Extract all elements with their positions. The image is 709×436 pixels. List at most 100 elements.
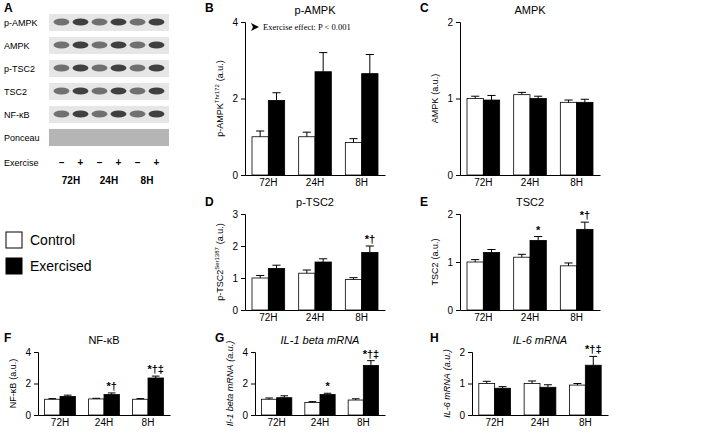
error-cap [534, 236, 542, 237]
y-tick-mark [456, 22, 460, 23]
y-axis: 024 [232, 17, 245, 181]
x-tick-label: 24H [531, 417, 549, 428]
error-cap [272, 92, 280, 93]
blot-band [149, 111, 165, 118]
blot-band [73, 19, 89, 26]
x-tick-label: 24H [311, 417, 329, 428]
x-tick-label: 8H [579, 417, 592, 428]
y-tick-label: 4 [232, 17, 238, 28]
x-tick-label: 72H [259, 312, 277, 323]
significance-label: *† [106, 380, 116, 392]
error-stem [369, 55, 370, 74]
blot-exercise-label: Exercise [4, 158, 39, 168]
panel-letter: E [420, 195, 428, 209]
bar [514, 257, 530, 310]
error-cap [471, 259, 479, 260]
y-tick: 4 [25, 347, 38, 358]
bar [315, 262, 331, 310]
error-cap [518, 92, 526, 93]
x-tick: 8H [570, 175, 583, 188]
error-bar [581, 99, 589, 102]
blot-band [130, 42, 146, 49]
x-tick-label: 8H [355, 312, 368, 323]
legend-label: Exercised [30, 258, 91, 274]
significance-label: *† [365, 233, 375, 245]
y-axis-line [456, 215, 461, 311]
error-cap [589, 356, 597, 357]
y-tick-mark [456, 310, 460, 311]
blot-band [130, 88, 146, 95]
error-stem [260, 131, 261, 137]
x-tick: 72H [259, 310, 277, 323]
chart-title: AMPK [514, 4, 546, 16]
y-axis-label-unit: (a.u.) [8, 359, 18, 380]
error-cap [349, 277, 357, 278]
bar [479, 384, 495, 416]
blot-strip [49, 106, 169, 123]
plot-marks [252, 246, 378, 310]
error-cap [92, 398, 100, 399]
chart-title: p-TSC2 [296, 196, 334, 208]
error-bar [136, 398, 144, 400]
error-cap [319, 258, 327, 259]
y-axis-label-unit: (a.u.) [225, 341, 235, 362]
error-cap [48, 398, 56, 399]
error-bar [499, 387, 507, 389]
error-cap [366, 246, 374, 247]
panel-letter: A [4, 1, 13, 15]
x-tick-label: 72H [51, 417, 69, 428]
y-tick-label: 0 [447, 170, 453, 181]
bar [305, 402, 320, 415]
x-tick: 8H [355, 175, 368, 188]
y-tick: 0 [232, 305, 245, 316]
bar [362, 252, 378, 310]
y-axis-label-main: NF-κB [8, 383, 18, 409]
bar [585, 365, 601, 415]
bar-panel: CAMPK01272H24H8HAMPK(a.u.) [420, 1, 601, 188]
error-bar [319, 53, 327, 72]
x-axis: 72H24H8H [246, 310, 386, 323]
y-tick-mark [468, 415, 472, 416]
blot-sign: – [59, 157, 65, 168]
chart-title: IL-6 mRNA [513, 334, 567, 346]
error-cap [319, 52, 327, 53]
y-tick: 1 [447, 257, 460, 268]
y-tick-label: 1 [447, 93, 453, 104]
x-axis: 72H24H8H [256, 415, 386, 428]
y-tick-mark [468, 352, 472, 353]
blot-band [73, 65, 89, 72]
x-tick: 72H [474, 310, 492, 323]
y-tick-mark [468, 384, 472, 385]
error-cap [256, 275, 264, 276]
y-axis: 024 [25, 347, 38, 421]
y-tick: 0 [447, 170, 460, 181]
panel-letter: H [430, 331, 439, 345]
error-cap [518, 254, 526, 255]
x-tick: 24H [521, 175, 539, 188]
error-bar [108, 393, 116, 395]
blot-band [92, 88, 108, 95]
x-axis-line [246, 310, 386, 311]
error-bar [349, 139, 357, 143]
y-tick-mark [241, 246, 245, 247]
y-tick-label: 2 [459, 347, 465, 358]
x-axis: 72H24H8H [246, 175, 386, 188]
y-tick: 0 [459, 410, 472, 421]
bar [299, 273, 315, 310]
y-tick: 0 [232, 170, 245, 181]
bar [252, 278, 268, 310]
error-cap [483, 381, 491, 382]
legend-swatch [6, 258, 22, 274]
x-tick: 24H [521, 310, 539, 323]
y-axis-label-main: Il-1 beta mRNA [225, 365, 235, 427]
bar [569, 385, 585, 415]
error-bar [319, 259, 327, 262]
y-axis-label-unit: (a.u.) [215, 223, 225, 244]
y-tick-label: 0 [459, 410, 465, 421]
blot-band [149, 65, 165, 72]
bar [89, 399, 104, 415]
error-bar [366, 246, 374, 252]
error-bar [534, 237, 542, 241]
bar [277, 398, 292, 415]
blot-sign: + [154, 157, 160, 168]
